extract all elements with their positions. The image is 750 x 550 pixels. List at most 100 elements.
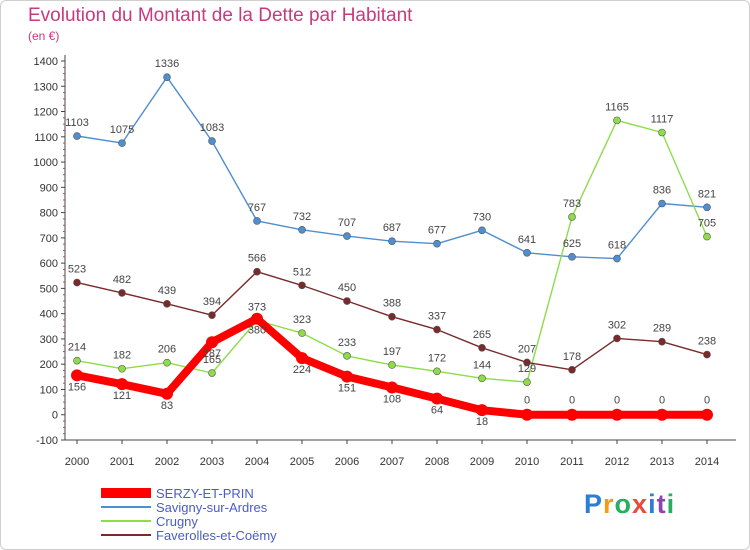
y-tick-label: 1200: [34, 107, 58, 119]
data-point: [703, 232, 711, 241]
legend-label: Crugny: [156, 514, 198, 529]
data-label: 178: [563, 351, 581, 363]
logo-letter: o: [614, 489, 633, 519]
y-tick-label: -100: [36, 435, 58, 447]
data-label: 1075: [110, 124, 134, 136]
data-label: 206: [158, 344, 176, 356]
data-point: [656, 408, 668, 421]
data-label: 821: [698, 188, 716, 200]
x-tick-label: 2007: [380, 456, 404, 468]
y-tick-label: 1000: [34, 157, 58, 169]
logo-letter: i: [648, 489, 657, 519]
data-point: [433, 325, 441, 334]
data-point: [433, 239, 441, 248]
data-label: 0: [614, 395, 620, 407]
data-label: 836: [653, 185, 671, 197]
data-label: 0: [569, 395, 575, 407]
data-label: 129: [518, 363, 536, 375]
data-label: 323: [293, 314, 311, 326]
data-label: 767: [248, 202, 266, 214]
data-label: 83: [161, 400, 173, 412]
x-tick-label: 2008: [425, 456, 449, 468]
data-label: 337: [428, 311, 446, 323]
data-label: 289: [653, 323, 671, 335]
data-point: [161, 387, 173, 400]
logo-letter: i: [666, 489, 676, 519]
data-label: 165: [203, 354, 221, 366]
data-point: [298, 281, 306, 290]
x-tick-label: 2004: [245, 456, 269, 468]
data-label: 1103: [65, 117, 89, 129]
x-tick-label: 2002: [155, 456, 179, 468]
data-point: [73, 356, 81, 365]
x-tick-label: 2013: [650, 456, 674, 468]
data-label: 380: [248, 325, 266, 337]
data-point: [658, 199, 666, 208]
data-point: [613, 334, 621, 343]
data-label: 1336: [155, 58, 179, 70]
data-label: 732: [293, 211, 311, 223]
legend-label: Savigny-sur-Ardres: [156, 500, 268, 515]
data-point: [613, 254, 621, 263]
data-point: [298, 225, 306, 234]
y-tick-label: 300: [40, 334, 58, 346]
legend-label: SERZY-ET-PRIN: [156, 486, 254, 501]
logo-letter: x: [632, 489, 649, 519]
data-point: [521, 408, 533, 421]
data-point: [73, 278, 81, 287]
data-point: [208, 311, 216, 319]
y-tick-label: 500: [40, 283, 58, 295]
data-label: 1117: [651, 114, 674, 126]
proxiti-logo: Proxiti: [584, 489, 675, 520]
data-label: 687: [383, 222, 401, 234]
data-label: 182: [113, 350, 131, 362]
data-point: [613, 116, 621, 125]
data-label: 18: [476, 416, 488, 428]
data-label: 265: [473, 329, 491, 341]
data-point: [523, 358, 531, 367]
data-point: [208, 369, 216, 377]
data-label: 566: [248, 253, 266, 265]
data-point: [478, 374, 486, 383]
data-point: [73, 132, 81, 140]
data-label: 707: [338, 217, 356, 229]
data-label: 207: [518, 343, 536, 355]
data-label: 0: [704, 395, 710, 407]
data-point: [523, 378, 531, 386]
chart-subtitle: (en €): [28, 29, 60, 43]
data-point: [388, 361, 396, 369]
data-point: [568, 365, 576, 374]
data-point: [251, 312, 263, 325]
data-point: [341, 370, 353, 383]
data-point: [206, 336, 218, 349]
data-point: [163, 300, 171, 308]
data-label: 512: [293, 266, 311, 278]
data-label: 482: [113, 274, 131, 286]
data-label: 523: [68, 264, 86, 276]
legend-label: Faverolles-et-Coëmy: [156, 528, 277, 543]
data-label: 373: [248, 301, 266, 313]
data-point: [343, 232, 351, 240]
data-label: 1165: [605, 101, 629, 113]
y-tick-label: 600: [40, 258, 58, 270]
y-tick-label: 900: [40, 182, 58, 194]
data-point: [703, 350, 711, 359]
data-point: [163, 358, 171, 367]
data-point: [253, 267, 261, 276]
x-tick-label: 2006: [335, 456, 359, 468]
data-label: 172: [428, 352, 446, 364]
data-label: 302: [608, 319, 626, 331]
data-label: 0: [524, 395, 530, 407]
logo-letter: P: [584, 489, 604, 519]
x-tick-label: 2001: [110, 456, 134, 468]
data-point: [566, 408, 578, 421]
data-label: 439: [158, 285, 176, 297]
x-tick-label: 2003: [200, 456, 224, 468]
x-tick-label: 2014: [695, 456, 719, 468]
y-tick-label: 700: [40, 233, 58, 245]
data-label: 677: [428, 225, 446, 237]
data-label: 108: [383, 393, 401, 405]
y-tick-label: 200: [40, 359, 58, 371]
